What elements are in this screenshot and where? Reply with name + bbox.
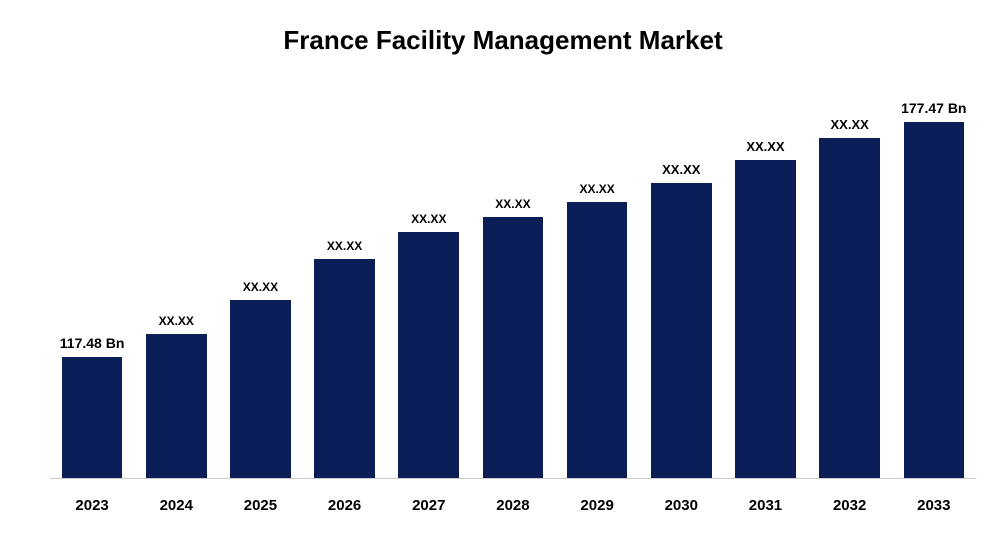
- bar-value-label: XX.XX: [746, 139, 784, 154]
- bar-2024: [146, 334, 207, 478]
- bar-2025: [230, 300, 291, 478]
- bar-wrapper: XX.XX: [808, 100, 892, 478]
- x-label: 2028: [471, 497, 555, 514]
- bar-wrapper: XX.XX: [555, 100, 639, 478]
- x-label: 2023: [50, 497, 134, 514]
- x-label: 2031: [723, 497, 807, 514]
- x-label: 2033: [892, 497, 976, 514]
- bar-value-label: XX.XX: [327, 239, 362, 253]
- bar-value-label: 177.47 Bn: [901, 100, 966, 116]
- bar-value-label: XX.XX: [579, 182, 614, 196]
- x-label: 2032: [808, 497, 892, 514]
- bar-2026: [314, 259, 375, 478]
- x-label: 2029: [555, 497, 639, 514]
- bar-value-label: XX.XX: [495, 197, 530, 211]
- bar-2023: [62, 357, 123, 478]
- bar-wrapper: XX.XX: [134, 100, 218, 478]
- bar-2030: [651, 183, 712, 478]
- x-label: 2024: [134, 497, 218, 514]
- bar-2033: [904, 122, 965, 478]
- bars-container: 117.48 Bn XX.XX XX.XX XX.XX XX.XX XX.XX …: [50, 100, 976, 479]
- x-label: 2027: [387, 497, 471, 514]
- bar-wrapper: XX.XX: [303, 100, 387, 478]
- x-label: 2025: [218, 497, 302, 514]
- chart-plot-area: 117.48 Bn XX.XX XX.XX XX.XX XX.XX XX.XX …: [50, 100, 976, 479]
- bar-wrapper: 117.48 Bn: [50, 100, 134, 478]
- x-label: 2026: [303, 497, 387, 514]
- bar-wrapper: XX.XX: [639, 100, 723, 478]
- x-axis-labels: 2023 2024 2025 2026 2027 2028 2029 2030 …: [50, 497, 976, 514]
- chart-title: France Facility Management Market: [0, 0, 1006, 56]
- bar-value-label: XX.XX: [243, 280, 278, 294]
- bar-wrapper: 177.47 Bn: [892, 100, 976, 478]
- bar-2027: [398, 232, 459, 478]
- bar-2031: [735, 160, 796, 478]
- bar-value-label: XX.XX: [159, 314, 194, 328]
- bar-2029: [567, 202, 628, 478]
- bar-value-label: XX.XX: [830, 117, 868, 132]
- x-label: 2030: [639, 497, 723, 514]
- bar-value-label: XX.XX: [411, 212, 446, 226]
- bar-wrapper: XX.XX: [218, 100, 302, 478]
- bar-value-label: XX.XX: [662, 162, 700, 177]
- bar-2032: [819, 138, 880, 478]
- bar-wrapper: XX.XX: [723, 100, 807, 478]
- bar-value-label: 117.48 Bn: [60, 335, 125, 351]
- bar-2028: [483, 217, 544, 478]
- bar-wrapper: XX.XX: [387, 100, 471, 478]
- bar-wrapper: XX.XX: [471, 100, 555, 478]
